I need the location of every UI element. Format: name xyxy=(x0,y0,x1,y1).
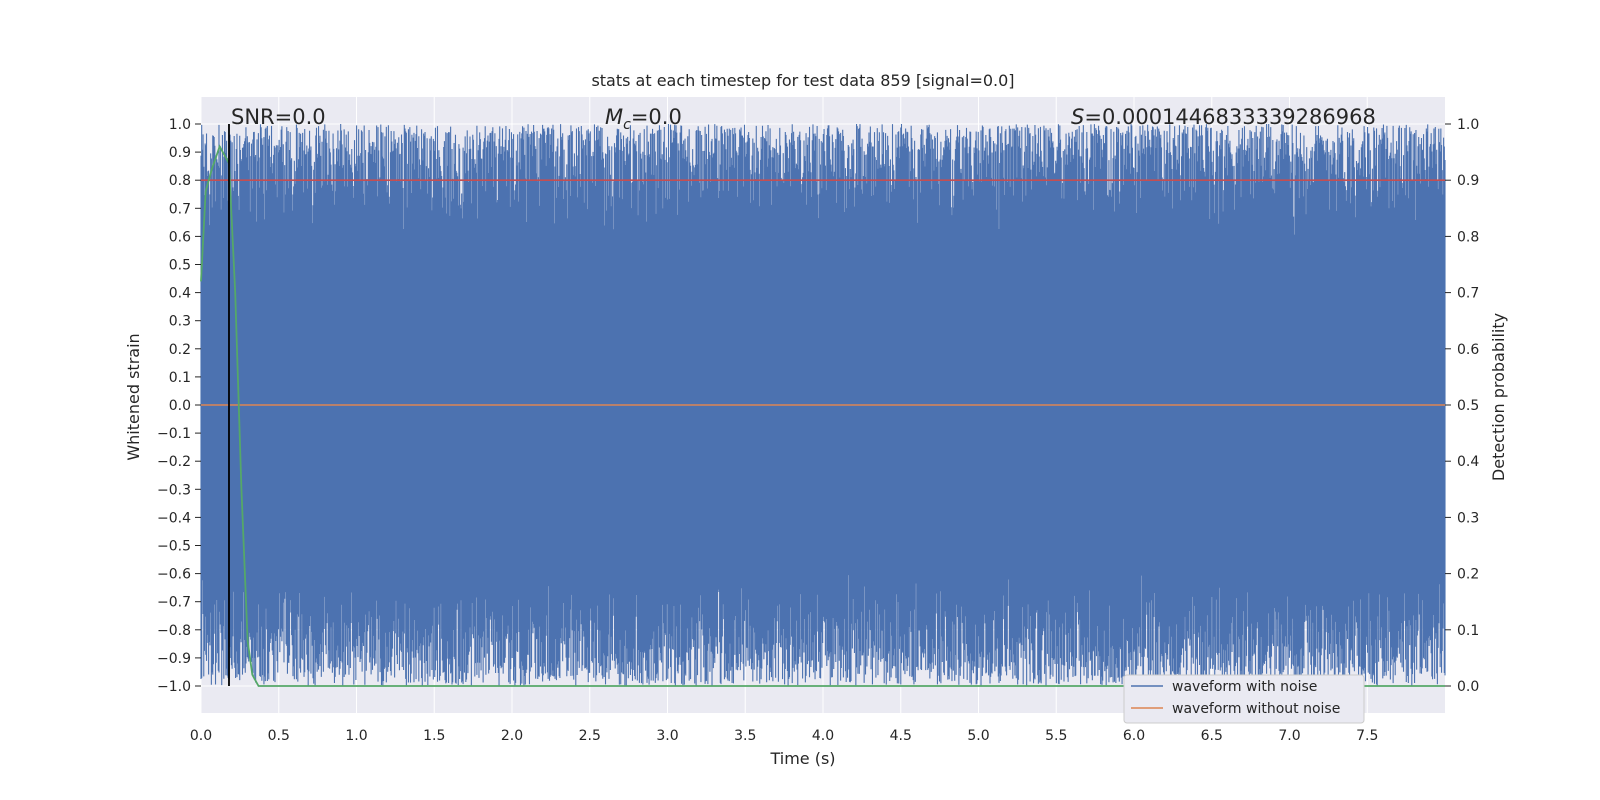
y-right-tick-label: 1.0 xyxy=(1457,117,1479,133)
y-right-tick-label: 0.2 xyxy=(1457,567,1479,583)
y-axis-left-ticks: 1.0 0.9 0.8 0.7 0.6 0.5 0.4 0.3 0.2 0.1 0.0 −0.1 −0.… xyxy=(157,117,201,695)
y-right-tick-label: 0.7 xyxy=(1457,286,1479,302)
y-left-tick-label: 0.1 xyxy=(169,370,191,386)
x-tick-label: 4.5 xyxy=(890,728,912,744)
y-left-tick-label: 0.8 xyxy=(169,173,191,189)
x-tick-label: 3.0 xyxy=(656,728,678,744)
y-right-tick-label: 0.8 xyxy=(1457,229,1479,245)
legend-box xyxy=(1123,674,1365,724)
y-left-tick-label: −0.5 xyxy=(157,539,191,555)
detection-probability-line xyxy=(200,144,1445,687)
y-left-tick-label: −0.7 xyxy=(157,595,191,611)
y-left-tick-label: 0.5 xyxy=(169,258,191,274)
x-tick-label: 3.5 xyxy=(734,728,756,744)
y-right-tick-label: 0.6 xyxy=(1457,342,1479,358)
x-tick-label: 6.5 xyxy=(1201,728,1223,744)
x-tick-label: 7.5 xyxy=(1356,728,1378,744)
x-axis-ticks: 0.0 0.5 1.0 1.5 2.0 2.5 3.0 3.5 4.0 4.5 5.0 5.5 6.0 6… xyxy=(190,728,1379,744)
x-tick-label: 1.5 xyxy=(423,728,445,744)
y-right-tick-label: 0.9 xyxy=(1457,173,1479,189)
y-axis-right-ticks: 1.0 0.9 0.8 0.7 0.6 0.5 0.4 0.3 0.2 0.1 0.0 xyxy=(1445,117,1479,695)
y-right-tick-label: 0.4 xyxy=(1457,454,1479,470)
y-right-tick-label: 0.3 xyxy=(1457,510,1479,526)
y-right-tick-label: 0.5 xyxy=(1457,398,1479,414)
x-tick-label: 2.5 xyxy=(579,728,601,744)
x-tick-label: 7.0 xyxy=(1278,728,1300,744)
y-left-tick-label: 0.4 xyxy=(169,286,191,302)
y-left-tick-label: 0.2 xyxy=(169,342,191,358)
y-left-tick-label: 0.9 xyxy=(169,145,191,161)
y-left-tick-label: 0.3 xyxy=(169,314,191,330)
y-axis-left-title: Whitened strain xyxy=(124,333,143,460)
x-tick-label: 0.0 xyxy=(190,728,212,744)
y-right-tick-label: 0.0 xyxy=(1457,679,1479,695)
x-tick-label: 4.0 xyxy=(812,728,834,744)
x-tick-label: 6.0 xyxy=(1123,728,1145,744)
x-tick-label: 2.0 xyxy=(501,728,523,744)
y-right-tick-label: 0.1 xyxy=(1457,623,1479,639)
legend: waveform with noise waveform without noi… xyxy=(1123,674,1365,724)
y-left-tick-label: −0.1 xyxy=(157,426,191,442)
score-annotation: S=0.0001446833339286968 xyxy=(1071,105,1376,129)
y-left-tick-label: −0.4 xyxy=(157,510,191,526)
y-left-tick-label: −0.3 xyxy=(157,482,191,498)
y-left-tick-label: −0.8 xyxy=(157,623,191,639)
y-left-tick-label: 0.7 xyxy=(169,201,191,217)
chirp-mass-symbol: M xyxy=(605,105,623,129)
y-left-tick-label: 0.0 xyxy=(169,398,191,414)
y-axis-right-title: Detection probability xyxy=(1489,313,1508,481)
y-left-tick-label: 1.0 xyxy=(169,117,191,133)
chirp-mass-annotation: Mc=0.0 xyxy=(605,105,682,133)
chart-title: stats at each timestep for test data 859… xyxy=(591,71,1014,90)
chirp-mass-subscript: c xyxy=(623,117,631,133)
y-left-tick-label: −0.2 xyxy=(157,454,191,470)
x-tick-label: 0.5 xyxy=(268,728,290,744)
score-value: =0.0001446833339286968 xyxy=(1084,105,1376,129)
score-symbol: S xyxy=(1071,105,1084,129)
y-left-tick-label: −1.0 xyxy=(157,679,191,695)
x-tick-label: 5.0 xyxy=(967,728,989,744)
x-axis-title: Time (s) xyxy=(769,749,835,768)
series-detection-probability xyxy=(200,144,1445,687)
x-tick-label: 1.0 xyxy=(345,728,367,744)
x-tick-label: 5.5 xyxy=(1045,728,1067,744)
y-left-tick-label: −0.6 xyxy=(157,567,191,583)
y-left-tick-label: −0.9 xyxy=(157,651,191,667)
snr-annotation: SNR=0.0 xyxy=(231,105,326,129)
legend-label-noise: waveform with noise xyxy=(1172,679,1317,695)
legend-label-clean: waveform without noise xyxy=(1172,701,1340,717)
y-left-tick-label: 0.6 xyxy=(169,229,191,245)
chirp-mass-value: =0.0 xyxy=(631,105,682,129)
